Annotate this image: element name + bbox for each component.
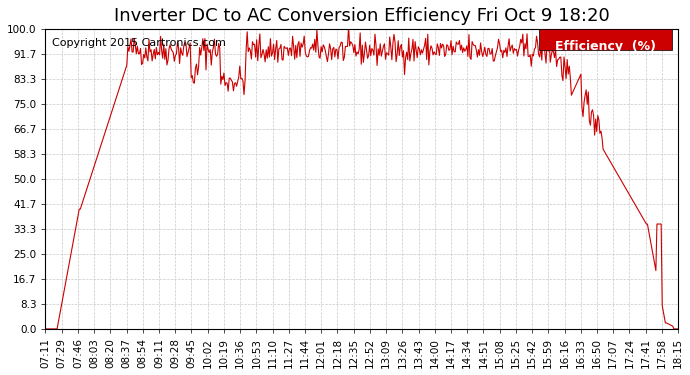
FancyBboxPatch shape <box>539 29 672 50</box>
Text: Copyright 2015 Cartronics.com: Copyright 2015 Cartronics.com <box>52 38 226 48</box>
Title: Inverter DC to AC Conversion Efficiency Fri Oct 9 18:20: Inverter DC to AC Conversion Efficiency … <box>114 7 610 25</box>
Text: Efficiency  (%): Efficiency (%) <box>555 40 655 53</box>
